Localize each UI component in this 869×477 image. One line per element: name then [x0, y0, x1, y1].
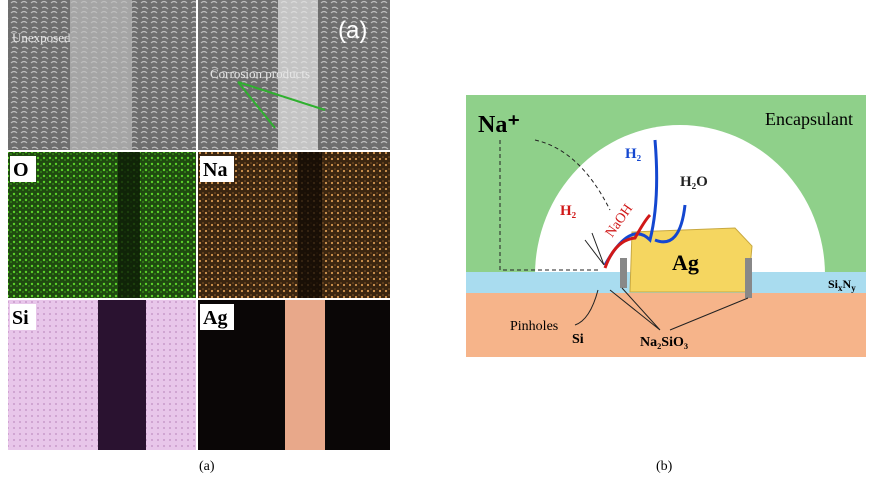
species-label: H₂O — [680, 174, 708, 190]
ion-label: Na⁺ — [478, 112, 520, 138]
species-label: H₂ — [560, 203, 577, 219]
map-band — [285, 300, 325, 450]
particle-label: Ag — [672, 250, 699, 275]
map-label: Ag — [203, 307, 227, 329]
panel-b: Na⁺ Encapsulant H₂ H₂O H₂ NaOH Ag SixNy … — [466, 95, 866, 474]
text-part: N — [843, 277, 852, 291]
caption: (b) — [656, 459, 673, 474]
map-label: O — [13, 159, 29, 181]
sem-track — [70, 0, 132, 150]
silicate-deposit — [620, 258, 627, 288]
page: Unexposed Corrosion products (a) O Na Si… — [0, 0, 869, 477]
annotation: Si — [572, 332, 584, 347]
label: Unexposed — [12, 30, 71, 45]
species-label: H₂ — [625, 146, 642, 162]
map-label: Si — [12, 307, 29, 329]
figure: Unexposed Corrosion products (a) O Na Si… — [0, 0, 869, 477]
map-image — [8, 152, 196, 298]
map-band — [298, 152, 322, 298]
text-part: y — [851, 283, 856, 293]
map-band — [118, 152, 140, 298]
annotation: Pinholes — [510, 319, 558, 334]
silicate-deposit — [745, 258, 752, 298]
annotation: Na₂SiO₃ — [640, 335, 688, 350]
layer-label: Encapsulant — [765, 109, 853, 129]
map-band — [98, 300, 146, 450]
panel-tag: (a) — [338, 17, 367, 44]
map-label: Na — [203, 159, 227, 181]
panel-a: Unexposed Corrosion products (a) O Na Si… — [8, 0, 390, 474]
label: Corrosion products — [210, 66, 310, 81]
caption: (a) — [199, 459, 215, 474]
